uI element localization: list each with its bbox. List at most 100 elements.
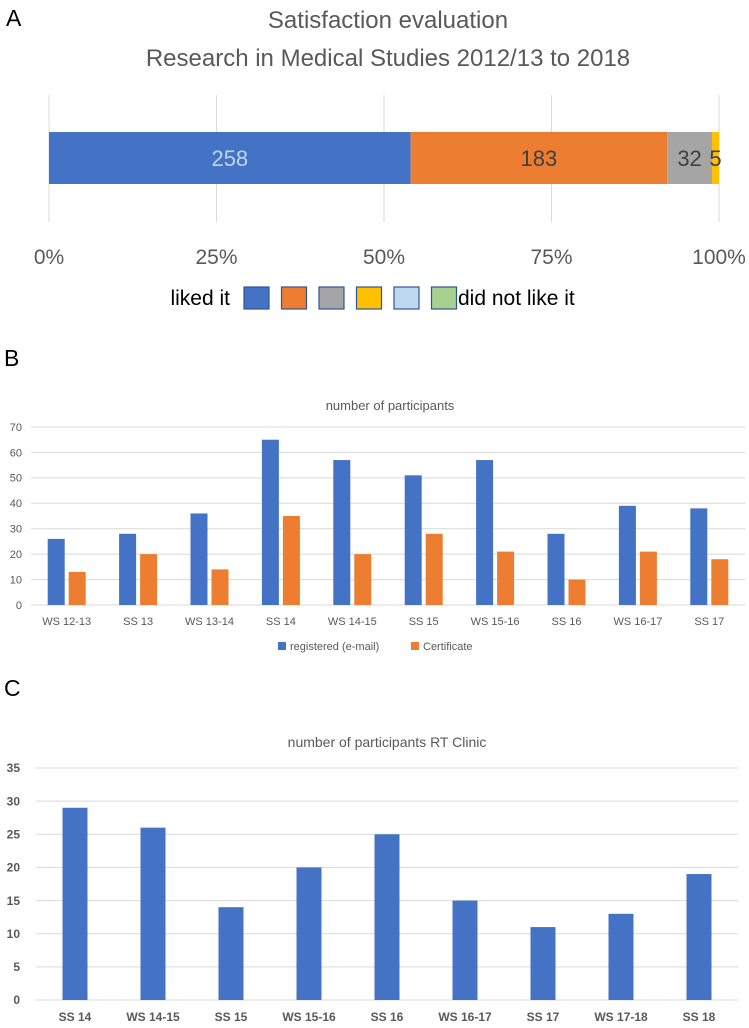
y-tick-label: 0 xyxy=(13,993,20,1007)
chart-b-x-axis: WS 12-13 SS 13 WS 13-14 SS 14 WS 14-15 SS 15 W… xyxy=(42,616,724,628)
chart-c-y-axis: 0 5 10 15 20 25 30 35 xyxy=(7,761,21,1007)
y-tick-label: 0 xyxy=(16,600,22,612)
bar xyxy=(425,533,443,605)
panel-c-letter: C xyxy=(4,675,21,701)
x-tick-label: WS 12-13 xyxy=(42,616,91,628)
x-tick-label: SS 13 xyxy=(123,616,153,628)
x-tick-label: WS 14-15 xyxy=(328,616,377,628)
bar xyxy=(530,927,556,1000)
y-tick-label: 30 xyxy=(10,524,22,536)
bar xyxy=(690,508,708,605)
chart-a-title-line-1: Satisfaction evaluation xyxy=(268,7,508,34)
y-tick-label: 70 xyxy=(10,422,22,434)
chart-a-bar: 258 183 32 5 xyxy=(49,132,722,184)
bar xyxy=(62,807,88,1000)
y-tick-label: 20 xyxy=(10,549,22,561)
legend-label: Certificate xyxy=(423,641,473,653)
x-tick-label: 50% xyxy=(363,246,405,269)
y-tick-label: 25 xyxy=(7,827,21,841)
bar-segment xyxy=(49,132,411,184)
x-tick-label: WS 15-16 xyxy=(471,616,520,628)
legend-swatches xyxy=(243,286,458,310)
data-label: 32 xyxy=(677,146,701,171)
y-tick-label: 30 xyxy=(7,794,21,808)
bar xyxy=(711,559,729,605)
data-label: 258 xyxy=(211,146,248,171)
y-tick-label: 20 xyxy=(7,861,21,875)
legend-swatch xyxy=(280,286,308,310)
bar xyxy=(476,460,494,605)
panel-c: C number of participants RT Clinic 0 5 10 1… xyxy=(4,675,738,1024)
x-tick-label: SS 17 xyxy=(527,1010,560,1024)
chart-a-x-axis: 0% 25% 50% 75% 100% xyxy=(34,246,746,269)
bar xyxy=(374,834,400,1000)
x-tick-label: WS 16-17 xyxy=(613,616,662,628)
x-tick-label: SS 16 xyxy=(371,1010,404,1024)
x-tick-label: WS 15-16 xyxy=(282,1010,336,1024)
bar xyxy=(452,900,478,1000)
chart-b-gridlines xyxy=(31,426,745,606)
chart-a-title-line-2: Research in Medical Studies 2012/13 to 2… xyxy=(146,45,630,72)
chart-c-title: number of participants RT Clinic xyxy=(288,734,487,750)
chart-b-y-axis: 0 10 20 30 40 50 60 70 xyxy=(10,422,22,612)
legend-swatch xyxy=(278,642,286,650)
data-label: 183 xyxy=(521,146,558,171)
x-tick-label: SS 14 xyxy=(59,1010,92,1024)
y-tick-label: 5 xyxy=(13,960,20,974)
x-tick-label: WS 14-15 xyxy=(126,1010,180,1024)
bar xyxy=(261,439,279,605)
bar xyxy=(119,533,137,605)
legend-swatch xyxy=(411,642,419,650)
x-tick-label: 100% xyxy=(692,246,746,269)
bar xyxy=(547,533,565,605)
bar xyxy=(608,913,634,1000)
bar xyxy=(140,827,166,1000)
legend-left-label: liked it xyxy=(170,287,230,310)
bar xyxy=(639,551,657,605)
bar xyxy=(333,460,351,605)
x-tick-label: 25% xyxy=(195,246,237,269)
panel-a-letter: A xyxy=(6,5,22,31)
bar xyxy=(140,554,158,605)
legend-swatch xyxy=(393,286,420,310)
chart-a-legend: liked it did not like it xyxy=(170,286,575,310)
chart-c-x-axis: SS 14 WS 14-15 SS 15 WS 15-16 SS 16 WS 16-17 S… xyxy=(59,1010,716,1024)
bar xyxy=(686,874,712,1000)
panel-b: B number of participants 0 10 20 30 40 50 60 70… xyxy=(4,345,745,653)
legend-swatch xyxy=(243,286,270,310)
data-label: 5 xyxy=(709,146,721,171)
x-tick-label: 0% xyxy=(34,246,64,269)
x-tick-label: SS 14 xyxy=(266,616,296,628)
y-tick-label: 50 xyxy=(10,473,22,485)
y-tick-label: 10 xyxy=(10,574,22,586)
bar xyxy=(218,907,244,1000)
chart-c-bars xyxy=(62,807,712,1000)
bar xyxy=(211,569,229,605)
bar xyxy=(568,579,586,605)
x-tick-label: SS 17 xyxy=(694,616,724,628)
y-tick-label: 15 xyxy=(7,894,21,908)
x-tick-label: SS 16 xyxy=(552,616,582,628)
chart-b-bars xyxy=(47,439,729,605)
x-tick-label: WS 16-17 xyxy=(438,1010,492,1024)
legend-swatch xyxy=(355,286,383,310)
bar xyxy=(618,505,636,605)
bar xyxy=(497,551,515,605)
bar xyxy=(354,554,372,605)
y-tick-label: 35 xyxy=(7,761,21,775)
chart-b-legend: registered (e-mail) Certificate xyxy=(278,641,473,653)
bar-segment xyxy=(667,132,712,184)
legend-swatch xyxy=(318,286,345,310)
x-tick-label: SS 15 xyxy=(215,1010,248,1024)
y-tick-label: 40 xyxy=(10,498,22,510)
legend-right-label: did not like it xyxy=(458,287,575,310)
bar-segment xyxy=(711,132,719,184)
x-tick-label: SS 15 xyxy=(409,616,439,628)
y-tick-label: 10 xyxy=(7,927,21,941)
chart-b-title: number of participants xyxy=(326,398,455,413)
bar xyxy=(404,475,422,605)
panel-b-letter: B xyxy=(4,345,19,371)
legend-swatch xyxy=(430,286,458,310)
legend-label: registered (e-mail) xyxy=(290,641,379,653)
